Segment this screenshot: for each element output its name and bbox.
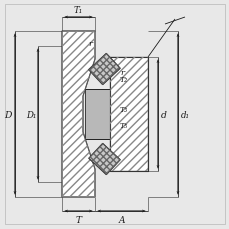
Text: T₁: T₁ xyxy=(74,5,83,14)
Polygon shape xyxy=(88,54,120,85)
Text: T₂: T₂ xyxy=(119,76,128,84)
Polygon shape xyxy=(85,90,109,139)
Text: r: r xyxy=(120,69,123,77)
Text: r: r xyxy=(88,40,92,48)
Polygon shape xyxy=(88,144,120,175)
Polygon shape xyxy=(109,58,147,171)
Text: T: T xyxy=(75,215,81,224)
Text: D₁: D₁ xyxy=(26,110,36,119)
Text: A: A xyxy=(118,215,124,224)
Polygon shape xyxy=(62,32,95,197)
Text: d: d xyxy=(160,110,166,119)
Text: T₃: T₃ xyxy=(119,106,128,114)
Text: d₁: d₁ xyxy=(180,110,189,119)
Text: T₅: T₅ xyxy=(119,121,128,129)
Text: D: D xyxy=(4,110,12,119)
